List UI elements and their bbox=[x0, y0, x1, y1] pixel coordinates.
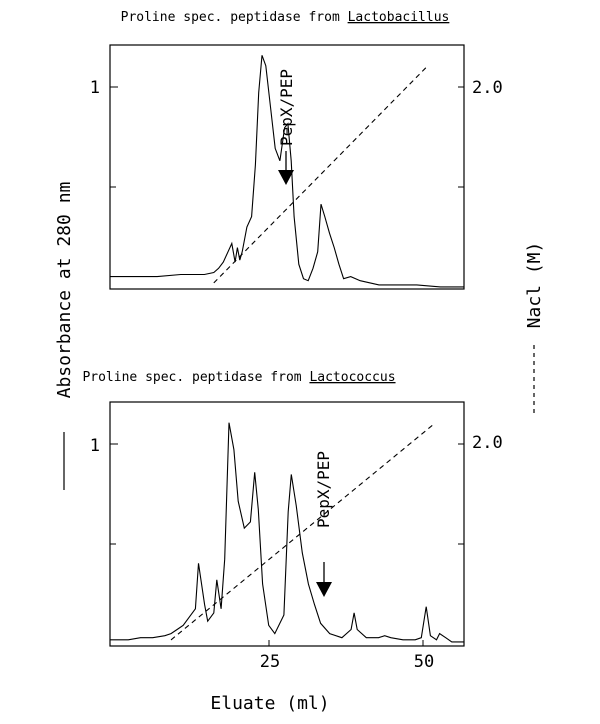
top-peak-annotation: PepX/PEP bbox=[277, 69, 296, 146]
y2-axis-label: Nacl (M) bbox=[524, 242, 545, 329]
bottom-plot-frame bbox=[109, 401, 465, 647]
y-axis-label: Absorbance at 280 nm bbox=[54, 182, 75, 399]
top-title-prefix: Proline spec. peptidase from bbox=[121, 10, 348, 25]
top-title: Proline spec. peptidase from Lactobacill… bbox=[121, 10, 450, 25]
bottom-title: Proline spec. peptidase from Lactococcus bbox=[82, 370, 395, 385]
top-title-organism: Lactobacillus bbox=[348, 10, 450, 25]
bottom-y2-tick-label: 2.0 bbox=[472, 433, 503, 453]
bottom-x-tick-label-25: 25 bbox=[260, 652, 280, 672]
bottom-arrow-head-icon bbox=[316, 582, 332, 597]
bottom-absorbance-line bbox=[110, 422, 464, 643]
bottom-peak-annotation: PepX/PEP bbox=[314, 451, 333, 528]
top-plot-frame bbox=[109, 44, 465, 290]
top-nacl-gradient-line bbox=[213, 67, 427, 284]
top-absorbance-line bbox=[110, 55, 464, 288]
top-panel: Proline spec. peptidase from Lactobacill… bbox=[90, 10, 503, 290]
x-axis-label: Eluate (ml) bbox=[210, 693, 329, 714]
top-arrow-head-icon bbox=[278, 170, 294, 185]
bottom-panel: Proline spec. peptidase from Lactococcus… bbox=[82, 370, 502, 672]
bottom-y-tick-label: 1 bbox=[90, 436, 100, 456]
bottom-nacl-gradient-line bbox=[170, 423, 434, 641]
bottom-x-tick-label-50: 50 bbox=[414, 652, 434, 672]
bottom-title-prefix: Proline spec. peptidase from bbox=[82, 370, 309, 385]
top-y2-tick-label: 2.0 bbox=[472, 78, 503, 98]
top-y-tick-label: 1 bbox=[90, 78, 100, 98]
bottom-title-organism: Lactococcus bbox=[309, 370, 395, 385]
